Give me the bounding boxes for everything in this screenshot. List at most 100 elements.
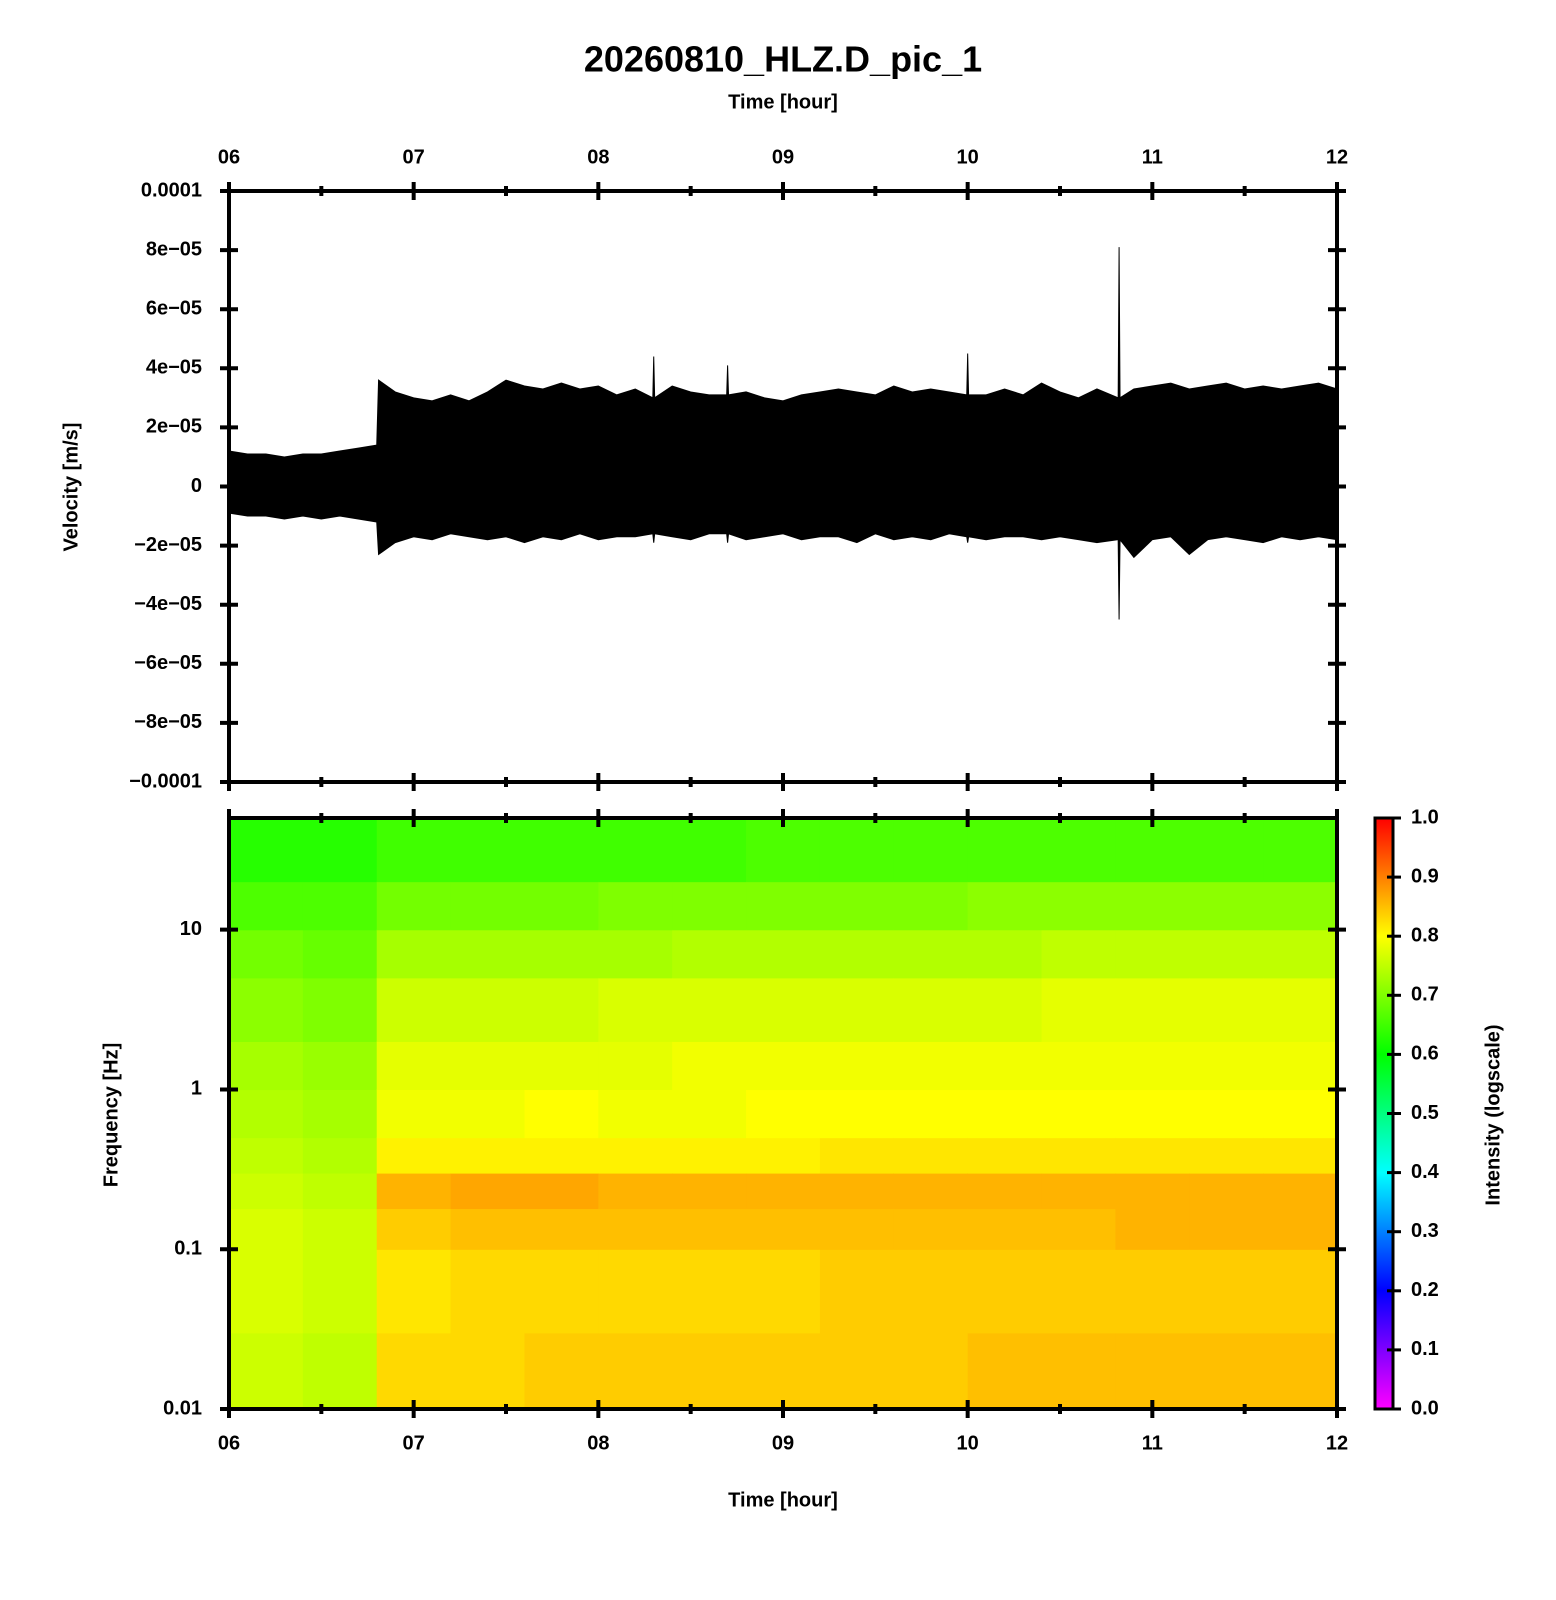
heatmap-cell [302,929,378,979]
heatmap-cell [229,1208,304,1250]
heatmap-cell [819,929,895,979]
y-tick-label: −8e−05 [134,711,202,733]
heatmap-cell [524,818,599,883]
heatmap-cell [746,1137,821,1174]
heatmap-cell [229,1041,304,1091]
heatmap-cell [1115,977,1190,1042]
colorbar-title: Intensity (logscale) [1482,1024,1504,1205]
heatmap-cell [746,1089,821,1139]
heatmap-cell [302,1041,378,1091]
heatmap-cell [893,1249,969,1334]
x-tick-label: 06 [218,146,240,168]
heatmap-cell [672,929,747,979]
x-tick-label: 11 [1142,1432,1163,1454]
heatmap-cell [893,929,969,979]
heatmap-cell [1263,1208,1338,1250]
heatmap-cell [1263,1249,1338,1334]
heatmap-cell [967,1172,1043,1210]
x-tick-label: 08 [587,1432,609,1454]
heatmap-cell [1189,1089,1264,1139]
heatmap-cell [1041,1041,1116,1091]
heatmap-cell [450,1172,526,1210]
heatmap-cell [598,881,673,931]
heatmap-cell [229,1172,304,1210]
heatmap-cell [229,1249,304,1334]
heatmap-cell [672,818,747,883]
x-tick-label: 09 [772,146,794,168]
heatmap-cell [1263,929,1338,979]
x-tick-label: 12 [1326,146,1348,168]
waveform [228,247,1338,620]
heatmap-cell [967,1041,1043,1091]
heatmap-cell [672,1208,747,1250]
heatmap-cell [598,1249,673,1334]
heatmap-cell [672,1249,747,1334]
heatmap-cell [524,1249,599,1334]
heatmap-cell [302,881,378,931]
colorbar-tick-label: 1.0 [1411,806,1439,828]
heatmap-cell [376,977,452,1042]
heatmap-cell [1263,1332,1338,1410]
heatmap-cell [302,818,378,883]
heatmap-cell [893,1172,969,1210]
heatmap-cell [376,818,452,883]
heatmap-cell [1041,818,1116,883]
heatmap-cell [672,1137,747,1174]
heatmap-cell [893,977,969,1042]
x-tick-label: 11 [1142,146,1163,168]
heatmap-cell [819,1332,895,1410]
heatmap-cell [302,1172,378,1210]
heatmap-cell [746,977,821,1042]
heatmap-cell [746,1332,821,1410]
heatmap-cell [302,1089,378,1139]
heatmap-cell [524,881,599,931]
x-tick-label: 12 [1326,1432,1348,1454]
heatmap-cell [1041,929,1116,979]
heatmap-cell [746,1208,821,1250]
heatmap-cell [598,1089,673,1139]
colorbar-tick-label: 0.2 [1411,1279,1439,1301]
heatmap-cell [893,881,969,931]
x-tick-label: 06 [218,1432,240,1454]
chart-title: 20260810_HLZ.D_pic_1 [584,39,982,80]
heatmap-cell [598,818,673,883]
heatmap-cell [376,1208,452,1250]
heatmap-cell [746,881,821,931]
heatmap-cell [1041,1208,1116,1250]
heatmap-cell [1115,1332,1190,1410]
heatmap-cell [524,1041,599,1091]
heatmap-cell [967,929,1043,979]
heatmap-cell [746,818,821,883]
heatmap-cell [229,881,304,931]
colorbar-tick-label: 0.6 [1411,1043,1439,1065]
y-tick-label: 0.01 [163,1397,202,1419]
x-axis-title: Time [hour] [728,91,838,113]
heatmap-cell [1263,1041,1338,1091]
heatmap-cell [1041,1137,1116,1174]
heatmap-cell [1115,881,1190,931]
y-tick-label: 2e−05 [146,416,202,438]
heatmap-cell [524,1208,599,1250]
heatmap-cell [672,1041,747,1091]
heatmap-cell [967,1137,1043,1174]
colorbar-tick-label: 0.8 [1411,924,1439,946]
heatmap-cell [967,881,1043,931]
heatmap-cell [1263,1137,1338,1174]
heatmap-cell [376,929,452,979]
heatmap-cell [672,881,747,931]
heatmap-cell [893,1089,969,1139]
heatmap-cell [302,1208,378,1250]
heatmap-cell [1189,1041,1264,1091]
heatmap-cell [819,1172,895,1210]
colorbar-tick-label: 0.4 [1411,1161,1440,1183]
heatmap-cell [524,1172,599,1210]
heatmap-cell [598,1137,673,1174]
heatmap-cell [450,881,526,931]
heatmap-cell [1189,1137,1264,1174]
heatmap-cell [1263,881,1338,931]
heatmap-cell [376,1137,452,1174]
colorbar-tick-label: 0.3 [1411,1220,1439,1242]
heatmap-cell [229,818,304,883]
